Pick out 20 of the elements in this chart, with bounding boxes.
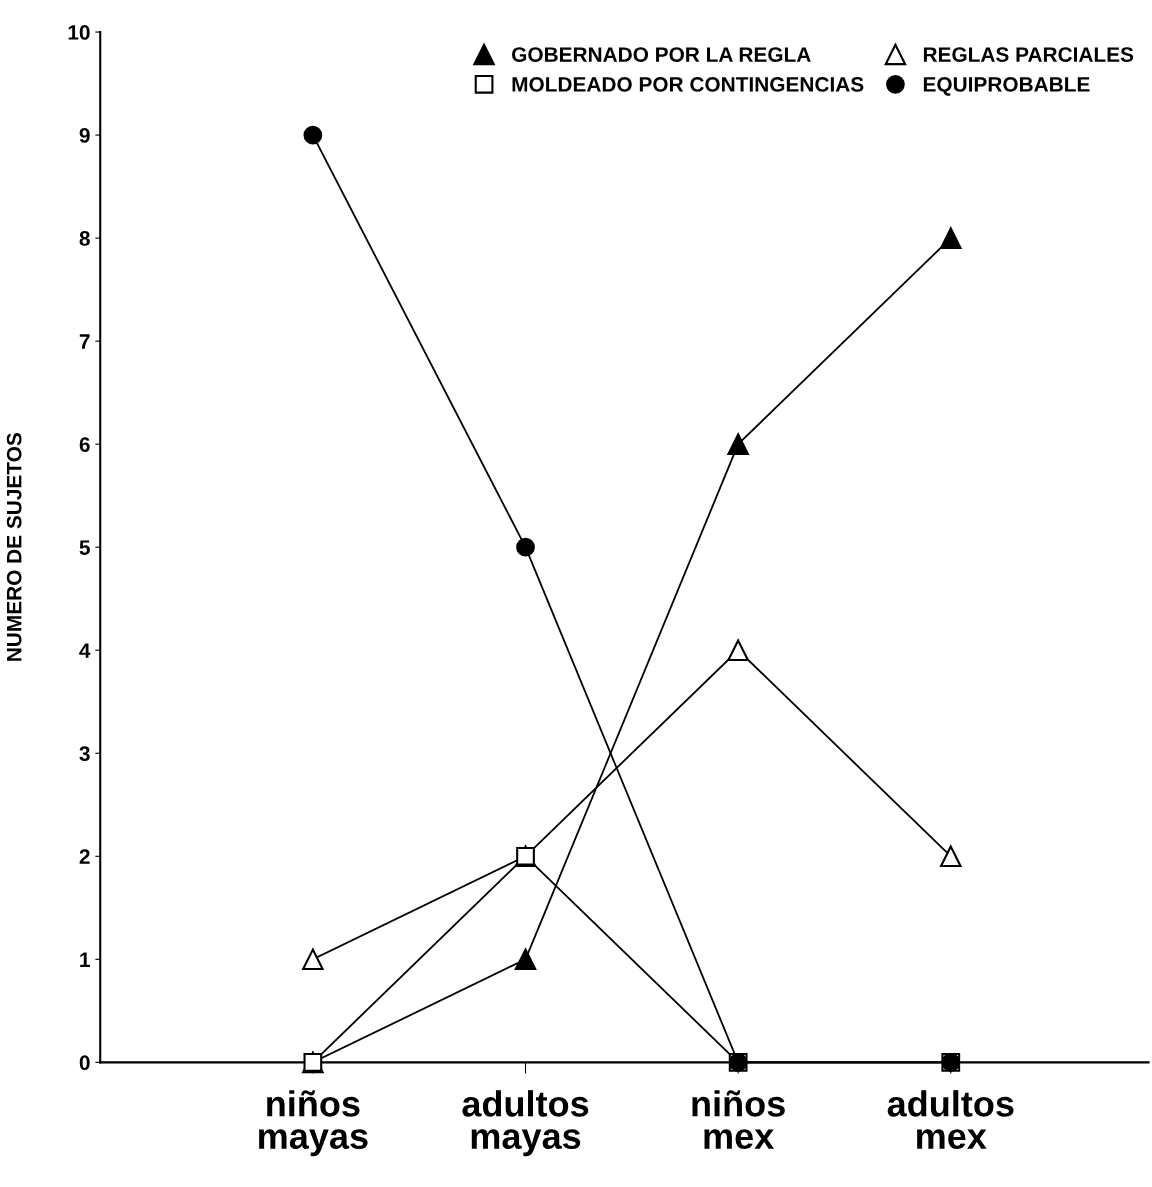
- y-tick-label: 3: [79, 746, 90, 762]
- legend-label: EQUIPROBABLE: [923, 77, 1090, 96]
- y-tick-label: 1: [80, 952, 90, 967]
- y-tick-label: 8: [79, 231, 90, 246]
- y-axis-title: NUMERO DE SUJETOS: [6, 433, 22, 661]
- x-tick-label: niños mayas: [259, 1090, 368, 1157]
- y-tick-label: 6: [79, 437, 90, 452]
- legend-label: GOBERNADO POR LA REGLA: [512, 47, 811, 62]
- y-tick-label: 7: [79, 334, 90, 349]
- y-tick-label: 4: [79, 643, 91, 658]
- y-tick-label: 2: [79, 849, 90, 864]
- x-tick-label: adultos mex: [887, 1090, 1014, 1150]
- y-tick-label: 10: [68, 25, 90, 40]
- y-tick-label: 5: [79, 540, 90, 555]
- legend-label: REGLAS PARCIALES: [923, 47, 1134, 62]
- x-tick-label: adultos mayas: [462, 1090, 589, 1157]
- x-tick-label: niños mex: [692, 1090, 785, 1150]
- y-tick-label: 9: [79, 128, 90, 143]
- legend-label: MOLDEADO POR CONTINGENCIAS: [512, 77, 864, 92]
- y-tick-label: 0: [79, 1055, 90, 1071]
